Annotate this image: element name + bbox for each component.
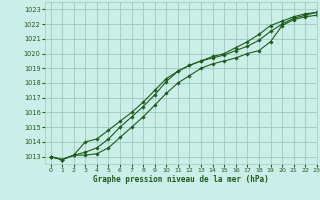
X-axis label: Graphe pression niveau de la mer (hPa): Graphe pression niveau de la mer (hPa) [93, 175, 269, 184]
